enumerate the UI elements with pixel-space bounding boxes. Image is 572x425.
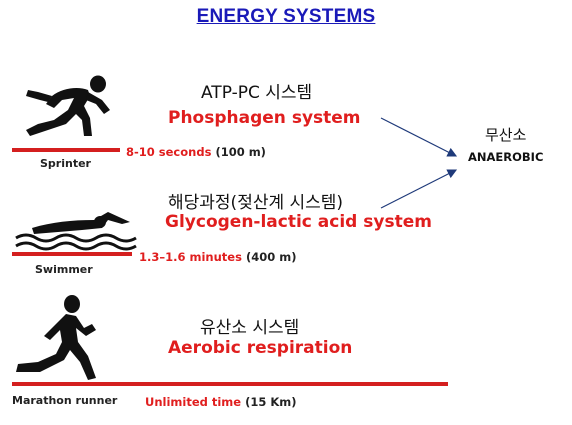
system-2-duration-distance: (400 m) [245, 250, 297, 264]
system-3-duration-time: Unlimited time [145, 395, 242, 409]
arrow-phosphagen-to-anaerobic [380, 117, 458, 157]
sprinter-icon [26, 75, 110, 136]
page-title: ENERGY SYSTEMS [196, 6, 376, 27]
swimmer-icon [15, 212, 137, 251]
anaerobic-english-label: ANAEROBIC [468, 150, 544, 164]
system-3-english-label: Aerobic respiration [168, 338, 353, 358]
system-3-korean-label: 유산소 시스템 [200, 318, 300, 338]
system-2-duration: 1.3–1.6 minutes (400 m) [139, 250, 296, 264]
marathon-runner-caption: Marathon runner [12, 394, 118, 407]
system-1-english-label: Phosphagen system [168, 108, 361, 128]
marathon-runner-icon [16, 295, 96, 380]
system-3-duration: Unlimited time (15 Km) [145, 395, 297, 409]
system-1-duration-time: 8-10 seconds [126, 145, 212, 159]
swimmer-track-bar [12, 252, 132, 256]
marathon-track-bar [12, 382, 448, 386]
anaerobic-korean-label: 무산소 [485, 126, 527, 144]
arrow-glycogen-to-anaerobic [380, 169, 458, 209]
system-3-duration-distance: (15 Km) [245, 395, 297, 409]
swimmer-caption: Swimmer [35, 263, 93, 276]
sprinter-caption: Sprinter [40, 157, 91, 170]
system-1-korean-label: ATP-PC 시스템 [201, 83, 313, 103]
sprinter-track-bar [12, 148, 120, 152]
system-2-korean-label: 해당과정(젖산계 시스템) [168, 193, 344, 213]
system-1-duration: 8-10 seconds (100 m) [126, 145, 266, 159]
system-2-english-label: Glycogen-lactic acid system [165, 212, 432, 232]
system-2-duration-time: 1.3–1.6 minutes [139, 250, 242, 264]
system-1-duration-distance: (100 m) [215, 145, 266, 159]
